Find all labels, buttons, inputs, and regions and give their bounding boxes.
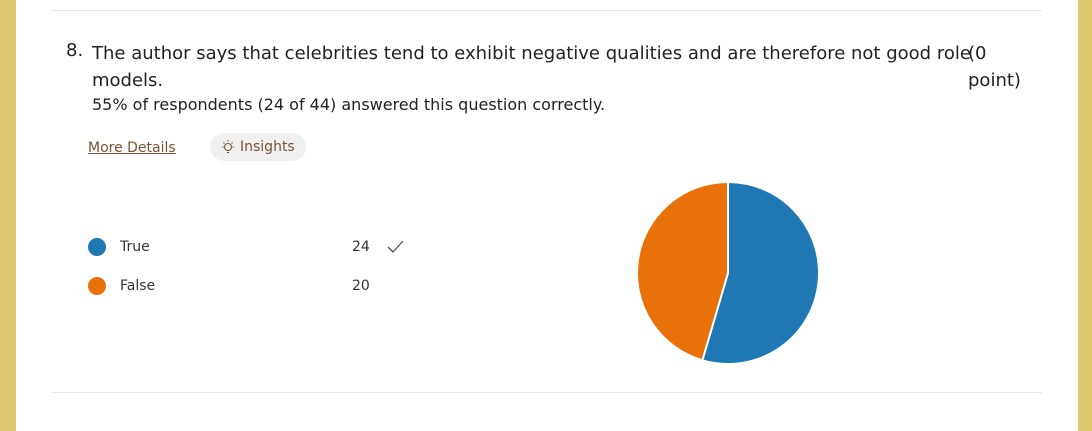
divider: [52, 10, 1042, 11]
insights-label: Insights: [240, 139, 295, 155]
question-number: 8.: [66, 40, 84, 61]
pie-slice: [701, 180, 820, 365]
legend-swatch: [88, 238, 106, 256]
question-points: (0 point): [968, 43, 1021, 91]
legend-count: 20: [352, 278, 370, 294]
insights-button[interactable]: Insights: [210, 133, 306, 161]
bulb-icon: [222, 140, 234, 154]
more-details-link[interactable]: More Details: [88, 140, 176, 156]
divider: [52, 392, 1042, 393]
question-card: 8. The author says that celebrities tend…: [16, 0, 1078, 431]
legend-label: False: [120, 278, 155, 294]
legend-label: True: [119, 239, 150, 255]
correct-check: [387, 240, 404, 253]
legend-count: 24: [352, 239, 370, 255]
pie-slice: [636, 180, 729, 362]
summary: 55% of respondents (24 of 44) answered t…: [92, 95, 606, 114]
question-text: The author says that celebrities tend to…: [92, 43, 971, 91]
legend-swatch: [88, 277, 106, 295]
chart: True 24 False 20: [88, 180, 820, 365]
